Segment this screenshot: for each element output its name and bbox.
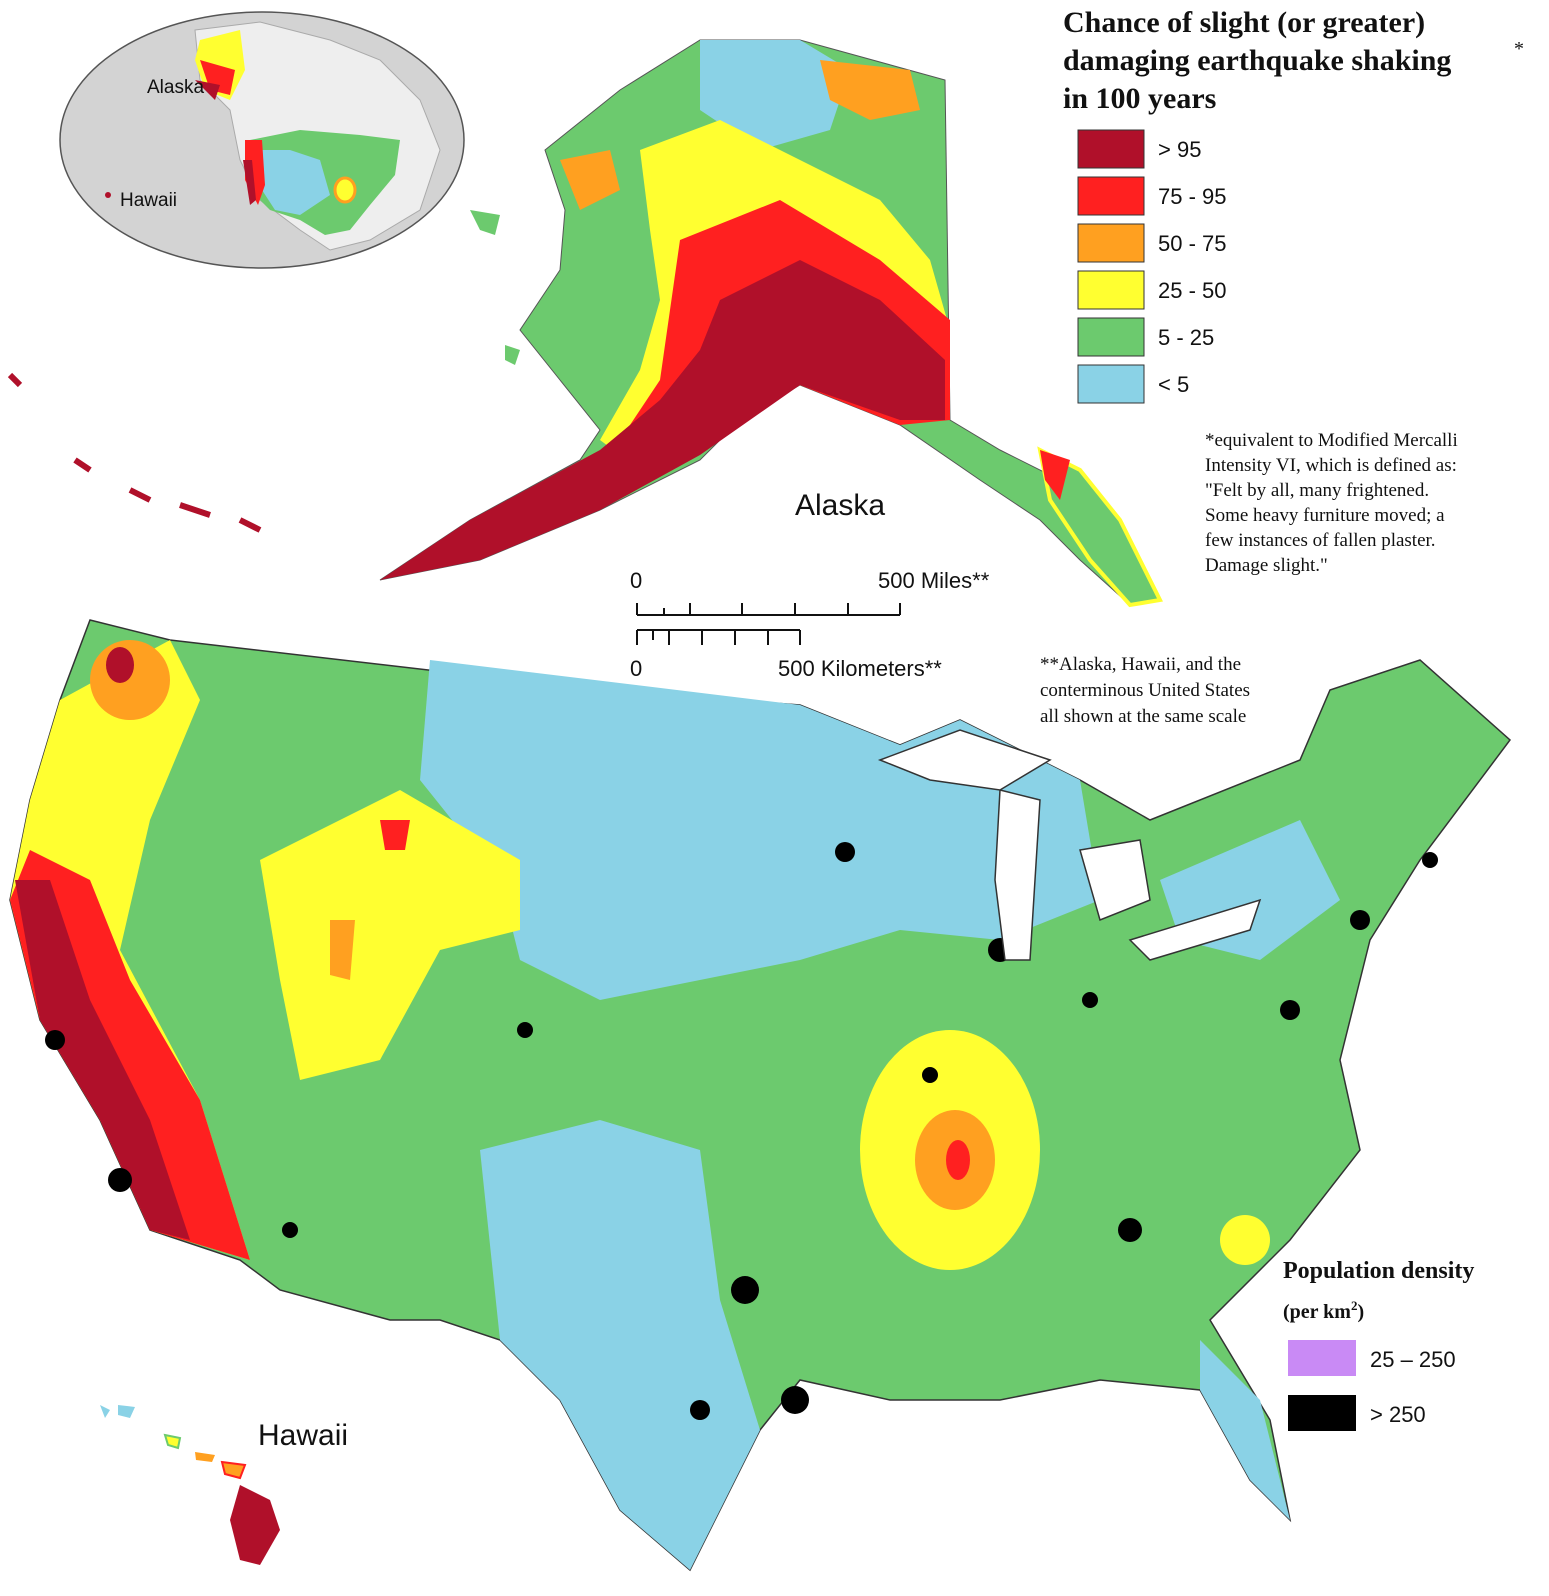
region-label: Hawaii [258, 1419, 348, 1452]
footnote-line: conterminous United States [1040, 680, 1250, 701]
region-label: Alaska [795, 489, 885, 522]
population-legend: Population density (per km2) 25 – 250 > 2… [1283, 1258, 1474, 1431]
unit-prefix: (per km [1283, 1301, 1351, 1323]
legend-unit: (per km2) [1283, 1298, 1364, 1323]
legend-label: 5 - 25 [1158, 325, 1214, 350]
conterminous-us-map [9, 619, 1512, 1572]
hazard-legend: > 95 75 - 95 50 - 75 25 - 50 5 - 25 < 5 [1077, 129, 1227, 404]
footnote-line: Damage slight." [1205, 555, 1328, 576]
title-line: in 100 years [1063, 82, 1216, 115]
legend-label: < 5 [1158, 372, 1189, 397]
inset-label: Hawaii [120, 190, 177, 211]
legend-label: 75 - 95 [1158, 184, 1227, 209]
scale-label: 500 Kilometers** [778, 656, 942, 681]
legend-swatch [1288, 1395, 1356, 1431]
alaska-map: Alaska [7, 39, 1163, 608]
legend-swatch [1077, 317, 1145, 357]
footnote-line: *equivalent to Modified Mercalli [1205, 430, 1458, 451]
legend-swatch [1077, 176, 1145, 216]
scale-label: 0 [630, 568, 642, 593]
legend-label: 50 - 75 [1158, 231, 1227, 256]
title-line: damaging earthquake shaking [1063, 44, 1451, 77]
footnote-line: all shown at the same scale [1040, 706, 1246, 727]
legend-label: > 95 [1158, 137, 1201, 162]
scale-bar [636, 603, 901, 645]
title-line: Chance of slight (or greater) [1063, 6, 1425, 39]
legend-label: 25 - 50 [1158, 278, 1227, 303]
scale-label: 0 [630, 656, 642, 681]
inset-globe: Alaska Hawaii [59, 11, 465, 269]
legend-swatch [1077, 223, 1145, 263]
unit-superscript: 2 [1351, 1298, 1358, 1313]
footnote: **Alaska, Hawaii, and the conterminous Un… [1040, 654, 1250, 727]
footnote-line: Some heavy furniture moved; a [1205, 505, 1445, 526]
footnote-line: Intensity VI, which is defined as: [1205, 455, 1457, 476]
legend-swatch [1077, 270, 1145, 310]
legend-items: 25 – 250 > 250 [1288, 1340, 1456, 1431]
legend-swatch [1288, 1340, 1356, 1376]
unit-suffix: ) [1357, 1301, 1364, 1323]
legend-swatch [1077, 364, 1145, 404]
title: Chance of slight (or greater) damaging e… [1063, 6, 1524, 115]
title-mark: * [1514, 38, 1524, 60]
legend-title: Population density [1283, 1258, 1474, 1284]
legend-label: > 250 [1370, 1402, 1426, 1427]
inset-label: Alaska [147, 77, 204, 98]
legend-swatch [1077, 129, 1145, 169]
hawaii-map: Hawaii [100, 1405, 348, 1565]
scale-label: 500 Miles** [878, 568, 990, 593]
footnote-line: few instances of fallen plaster. [1205, 530, 1436, 551]
footnote: *equivalent to Modified Mercalli Intensit… [1205, 430, 1458, 576]
legend-label: 25 – 250 [1370, 1347, 1456, 1372]
footnote-line: "Felt by all, many frightened. [1205, 480, 1429, 501]
footnote-line: **Alaska, Hawaii, and the [1040, 654, 1241, 675]
